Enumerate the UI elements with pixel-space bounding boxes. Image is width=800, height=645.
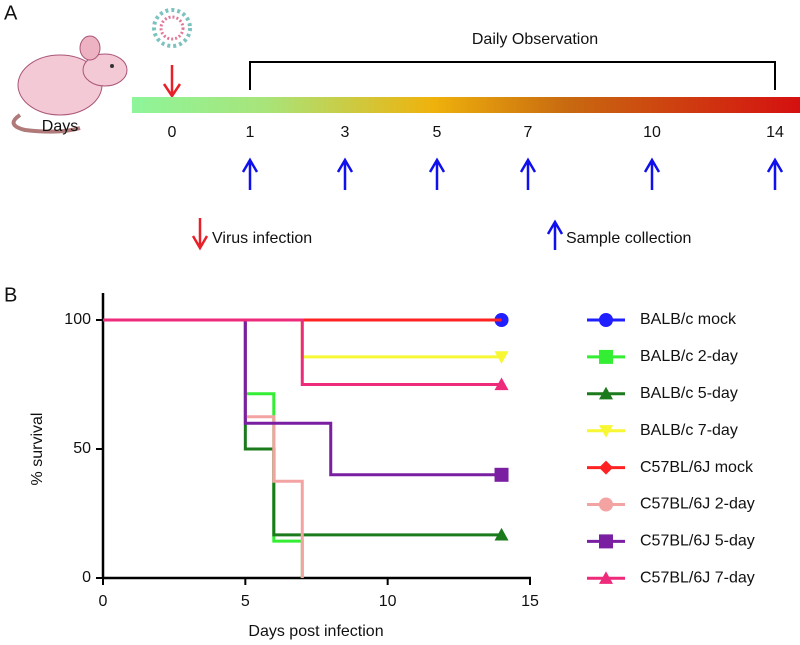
- legend-label: BALB/c 7-day: [640, 422, 738, 439]
- sample-arrow: [643, 157, 661, 190]
- legend-label: BALB/c mock: [640, 311, 737, 328]
- sample-arrow: [519, 157, 537, 190]
- panel-label: A: [4, 2, 18, 24]
- observation-bracket: [249, 61, 776, 90]
- legend-marker: [599, 386, 613, 400]
- legend-label: BALB/c 2-day: [640, 348, 738, 365]
- sample-arrow: [428, 157, 446, 190]
- days-label: Days: [42, 118, 78, 135]
- legend-label: C57BL/6J 7-day: [640, 570, 755, 587]
- x-tick-label: 5: [241, 593, 250, 610]
- x-tick-label: 10: [379, 593, 397, 610]
- legend-label: C57BL/6J 5-day: [640, 533, 755, 550]
- infection-arrow: [162, 65, 182, 99]
- sample-arrow: [766, 157, 784, 190]
- virus-icon: [152, 8, 192, 48]
- end-marker: [494, 351, 509, 364]
- day-label: 0: [168, 124, 177, 141]
- legend-marker: [599, 534, 613, 549]
- mouse-icon: [11, 35, 128, 134]
- day-label: 5: [433, 124, 442, 141]
- y-tick-label: 50: [73, 440, 91, 457]
- x-tick-label: 0: [99, 593, 108, 610]
- day-label: 14: [766, 124, 784, 141]
- day-label: 7: [524, 124, 533, 141]
- y-tick-label: 0: [82, 569, 91, 586]
- x-tick-label: 15: [521, 593, 539, 610]
- legend-label: C57BL/6J 2-day: [640, 496, 755, 513]
- survival-line: [103, 318, 502, 386]
- sample-label: Sample collection: [566, 230, 691, 247]
- infection-label: Virus infection: [212, 230, 312, 247]
- sample-arrow: [336, 157, 354, 190]
- legend-label: BALB/c 5-day: [640, 385, 738, 402]
- legend-marker: [599, 497, 613, 512]
- y-axis-label: % survival: [29, 413, 46, 486]
- day-label: 10: [643, 124, 661, 141]
- legend-marker: [599, 313, 613, 327]
- legend-sample-arrow: [546, 219, 564, 250]
- panel-label: B: [4, 284, 17, 306]
- end-marker: [494, 467, 509, 482]
- timeline-bar: [132, 97, 800, 113]
- y-tick-label: 100: [64, 311, 91, 328]
- legend-marker: [599, 571, 613, 584]
- day-label: 3: [341, 124, 350, 141]
- legend-label: C57BL/6J mock: [640, 459, 754, 476]
- end-marker: [494, 527, 509, 541]
- legend-infection-arrow: [191, 218, 209, 251]
- sample-arrow: [241, 157, 259, 190]
- observation-label: Daily Observation: [472, 31, 598, 48]
- day-label: 1: [246, 124, 255, 141]
- x-axis-label: Days post infection: [248, 623, 383, 640]
- legend-marker: [599, 349, 613, 364]
- end-marker: [494, 377, 509, 391]
- legend-marker: [599, 425, 613, 438]
- legend-marker: [599, 460, 613, 475]
